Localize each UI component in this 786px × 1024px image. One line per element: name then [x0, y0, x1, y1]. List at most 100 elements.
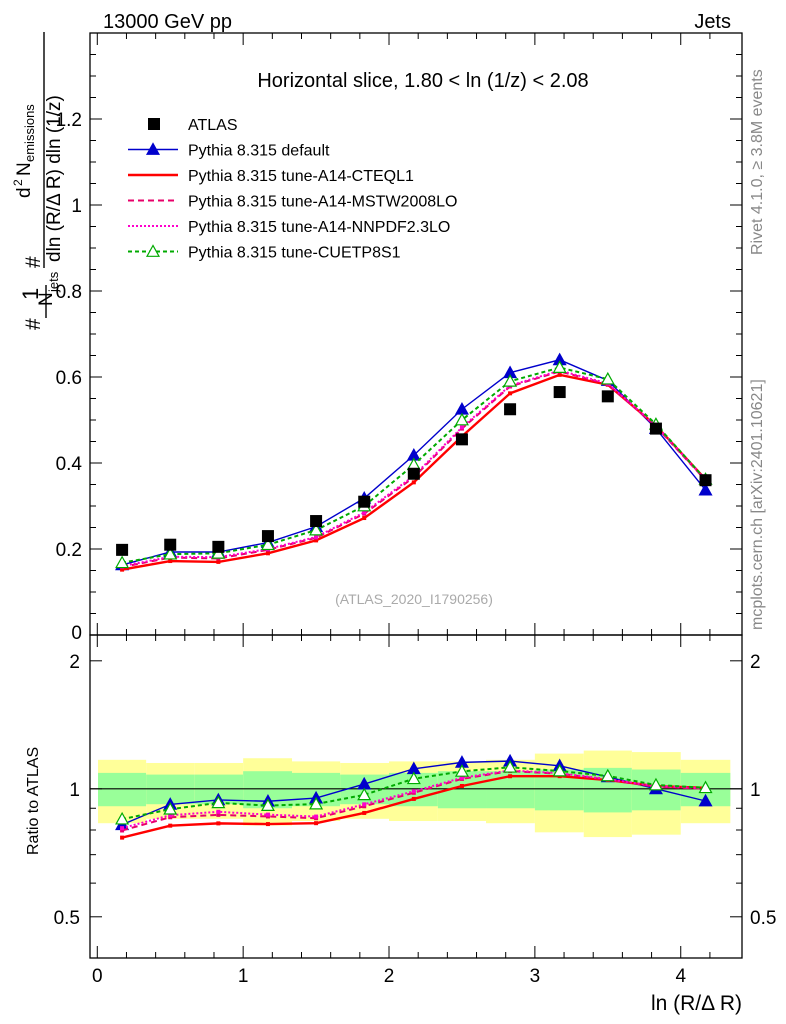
series-point-ratio	[698, 793, 713, 807]
series-point-ratio	[120, 835, 125, 840]
legend-label: Pythia 8.315 default	[188, 143, 330, 160]
legend-marker	[145, 244, 161, 257]
series-point-ratio	[648, 777, 663, 791]
legend-label-atlas: ATLAS	[188, 117, 238, 134]
svg-text:#: #	[22, 318, 45, 330]
svg-text:jets: jets	[46, 271, 61, 293]
y-tick-label-main-zero: 0	[71, 623, 82, 644]
series-point-ratio	[406, 771, 421, 785]
series-point-ratio	[309, 796, 324, 810]
legend: ATLAS Pythia 8.315 default Pythia 8.315 tu…	[128, 117, 457, 262]
series-point-main	[120, 567, 125, 572]
data-point	[164, 538, 177, 551]
x-tick-label: 3	[530, 966, 541, 987]
series-point-main	[454, 402, 469, 415]
data-point	[601, 390, 614, 403]
series-point-ratio	[459, 775, 464, 780]
legend-label: Pythia 8.315 tune-A14-MSTW2008LO	[188, 194, 457, 211]
ratio-panel-series	[115, 753, 713, 840]
series-point-ratio	[216, 821, 221, 826]
header-energy: 13000 GeV pp	[103, 11, 232, 33]
series-point-main	[163, 546, 178, 560]
series-point-main	[362, 516, 367, 521]
series-point-main	[454, 412, 469, 426]
data-point	[261, 530, 274, 543]
svg-text:emissions: emissions	[22, 104, 37, 162]
y-tick-label-main: 1.2	[56, 110, 82, 131]
axes	[89, 32, 743, 959]
series-point-main	[557, 372, 562, 377]
svg-text:#: #	[22, 256, 45, 268]
series-point-ratio	[115, 811, 130, 825]
svg-text:d: d	[14, 187, 35, 198]
series-point-ratio	[411, 796, 416, 801]
series-point-main	[260, 537, 275, 551]
x-tick-label: 0	[92, 966, 103, 987]
y-tick-label-ratio: 2	[69, 652, 80, 673]
rivet-label: Rivet 4.1.0, ≥ 3.8M events	[749, 69, 766, 255]
series-point-main	[168, 559, 173, 564]
data-point	[310, 515, 323, 528]
svg-text:2: 2	[11, 179, 25, 186]
legend-label: Pythia 8.315 tune-A14-NNPDF2.3LO	[188, 219, 450, 236]
series-point-main	[698, 482, 713, 496]
series-point-main	[314, 534, 319, 539]
series-point-ratio	[600, 768, 615, 782]
x-tick-label: 4	[675, 966, 686, 987]
mcplots-label: mcplots.cern.ch [arXiv:2401.10621]	[749, 379, 766, 630]
y-tick-label-main: 1	[71, 196, 82, 217]
data-point	[116, 543, 129, 556]
y-tick-label-ratio-right: 2	[750, 652, 761, 673]
series-point-ratio	[411, 789, 416, 794]
series-point-ratio	[314, 821, 319, 826]
series-point-main	[459, 425, 464, 430]
series-point-ratio	[168, 823, 173, 828]
svg-text:dln (R/Δ R) dln (1/z): dln (R/Δ R) dln (1/z)	[44, 95, 65, 262]
series-point-main	[508, 391, 513, 396]
series-point-ratio	[168, 815, 173, 820]
series-point-ratio	[362, 810, 367, 815]
svg-text:N: N	[36, 292, 57, 306]
chart-title: Horizontal slice, 1.80 < ln (1/z) < 2.08	[257, 70, 588, 92]
series-point-ratio	[459, 783, 464, 788]
series-point-ratio	[552, 763, 567, 777]
series-point-ratio	[120, 828, 125, 833]
series-point-ratio	[454, 764, 469, 777]
y-axis-label-ratio: Ratio to ATLAS	[25, 747, 42, 855]
data-point	[455, 433, 468, 446]
band-inner-bin	[98, 772, 147, 807]
series-point-ratio	[211, 795, 226, 809]
svg-text:N: N	[14, 162, 35, 176]
data-point	[358, 495, 371, 508]
y-tick-label-main: 0.2	[56, 540, 82, 561]
legend-label: Pythia 8.315 tune-A14-CTEQL1	[188, 168, 414, 185]
y-tick-label-main: 0.6	[56, 368, 82, 389]
analysis-watermark: (ATLAS_2020_I1790256)	[335, 591, 493, 607]
y-tick-label-main: 0.4	[56, 454, 83, 475]
series-point-ratio	[168, 813, 173, 818]
x-axis-label: ln (R/Δ R)	[651, 992, 742, 1015]
y-tick-label-ratio-right: 1	[750, 780, 761, 801]
series-point-main	[552, 360, 567, 373]
series-point-ratio	[216, 809, 221, 814]
data-point	[504, 403, 517, 416]
data-point	[407, 467, 420, 480]
series-point-ratio	[163, 802, 178, 815]
y-tick-label-ratio: 1	[69, 780, 80, 801]
y-tick-label-ratio-right: 0.5	[750, 908, 776, 929]
series-point-main	[411, 480, 416, 485]
series-point-main	[265, 551, 270, 556]
legend-label: Pythia 8.315 tune-CUETP8S1	[188, 245, 401, 262]
data-point	[699, 474, 712, 487]
svg-text:1: 1	[18, 288, 43, 300]
series-point-ratio	[265, 812, 270, 817]
series-point-ratio	[265, 822, 270, 827]
legend-marker-atlas	[148, 118, 160, 130]
series-point-main	[115, 555, 130, 569]
x-tick-label: 1	[238, 966, 249, 987]
series-point-ratio	[120, 826, 125, 831]
tick-labels: 0 1 2 3 4 0.2 0.4 0.6 0.8 1 1.2 0 0.5 0.5 1 1 2 2	[54, 110, 777, 987]
series-point-main	[362, 510, 367, 515]
series-point-main	[216, 559, 221, 564]
data-point	[553, 386, 566, 399]
